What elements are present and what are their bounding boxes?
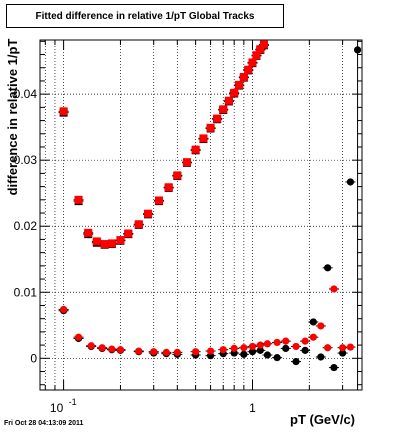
data-point-circle (162, 348, 170, 356)
data-point-circle (192, 348, 200, 356)
x-tick-label-exponent: -1 (69, 397, 77, 407)
data-point-circle (263, 351, 272, 359)
data-point-circle (240, 344, 248, 352)
data-point-circle (273, 354, 281, 362)
data-point-circle (87, 342, 95, 350)
data-point-square (92, 237, 101, 246)
data-point-square (235, 80, 244, 89)
data-point-square (155, 196, 164, 205)
data-point-square (107, 239, 116, 248)
timestamp-footer: Fri Oct 28 04:13:09 2011 (4, 420, 84, 427)
data-point-circle (346, 343, 355, 351)
data-point-circle (108, 345, 116, 353)
data-point-square (256, 45, 265, 54)
data-point-circle (150, 348, 158, 356)
data-point-square (252, 51, 261, 60)
x-tick-label: 10 (50, 401, 64, 415)
data-point-circle (256, 346, 264, 354)
data-point-circle (309, 318, 317, 326)
data-point-circle (74, 333, 83, 341)
data-point-square (199, 134, 208, 143)
y-tick-label: 0 (30, 351, 37, 365)
data-point-square (239, 72, 248, 81)
data-point-circle (317, 353, 325, 361)
data-point-square (230, 88, 239, 97)
data-point-circle (273, 338, 281, 347)
data-point-square (206, 123, 215, 132)
data-point-circle (301, 346, 309, 354)
y-axis-label: difference in relative 1/pT (5, 38, 20, 196)
data-point-square (248, 58, 257, 67)
data-point-circle (219, 346, 227, 354)
data-point-circle (330, 363, 338, 372)
data-point-circle (282, 337, 290, 345)
data-point-circle (324, 264, 332, 272)
data-point-square (116, 236, 125, 245)
data-point-square (259, 40, 268, 49)
x-tick-label: 1 (249, 401, 256, 415)
plot-frame (39, 39, 363, 391)
data-point-square (213, 114, 222, 123)
data-point-circle (116, 346, 125, 354)
data-point-circle (248, 342, 257, 351)
data-point-circle (59, 305, 68, 314)
data-point-circle (330, 285, 338, 293)
data-point-circle (282, 344, 290, 352)
data-point-circle (206, 347, 215, 355)
y-tick-label: 0.02 (14, 219, 38, 233)
data-point-circle (240, 350, 248, 358)
data-point-square (173, 171, 182, 180)
data-layer (58, 40, 362, 390)
y-tick-label: 0.01 (14, 285, 38, 299)
data-point-circle (324, 344, 332, 352)
data-point-circle (292, 358, 300, 366)
data-point-circle (135, 347, 143, 355)
axes-layer: 0 0.01 0.02 0.03 0.04 10 -1 1 (14, 39, 363, 415)
data-point-square (224, 96, 233, 105)
data-point-circle (339, 344, 347, 352)
data-point-square (144, 209, 153, 218)
data-point-circle (173, 348, 181, 356)
data-point-circle (309, 333, 317, 341)
data-point-square (124, 229, 133, 238)
y-tick-label: 0.04 (14, 87, 38, 101)
data-point-square (164, 183, 173, 192)
data-point-circle (248, 348, 257, 356)
data-point-circle (346, 178, 355, 186)
data-point-square (59, 107, 68, 116)
data-point-square (74, 195, 83, 204)
grid-layer (40, 40, 362, 390)
data-point-square (191, 145, 200, 154)
data-point-square (84, 228, 93, 237)
chart-title: Fitted difference in relative 1/pT Globa… (6, 4, 284, 28)
data-point-square (219, 105, 228, 114)
data-point-circle (256, 341, 264, 349)
x-axis-label: pT (GeV/c) (290, 412, 356, 427)
y-tick-label: 0.03 (14, 153, 38, 167)
data-point-circle (292, 342, 300, 351)
data-point-circle (263, 340, 272, 348)
data-point-circle (339, 349, 347, 357)
data-point-circle (353, 46, 362, 54)
data-point-circle (230, 344, 238, 352)
data-point-circle (98, 344, 106, 352)
data-point-square (244, 65, 253, 74)
data-point-circle (317, 322, 325, 330)
data-point-circle (301, 337, 309, 345)
data-point-square (100, 240, 109, 249)
data-point-square (134, 220, 143, 229)
data-point-square (182, 158, 191, 167)
